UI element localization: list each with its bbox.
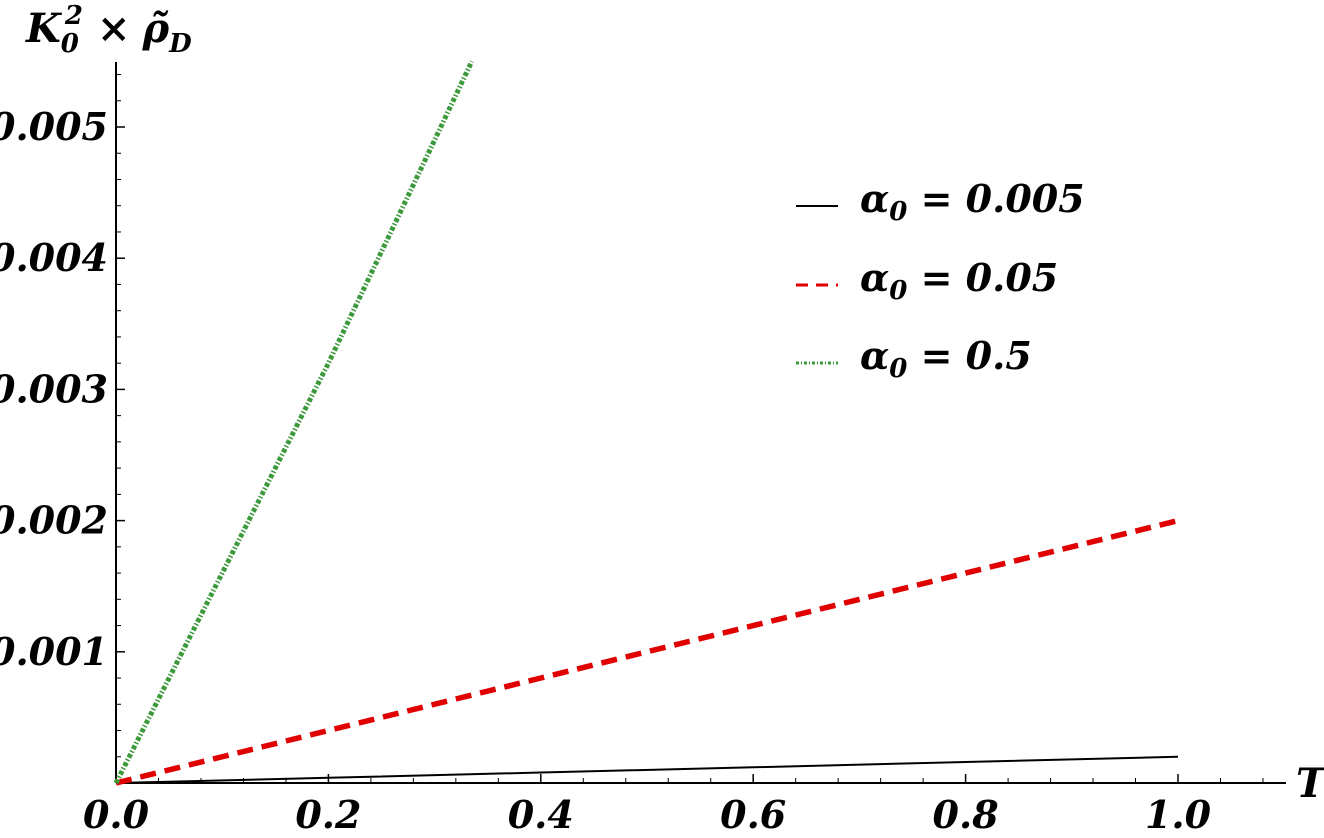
x-tick-label: 0.2 xyxy=(295,792,361,837)
series-line-1 xyxy=(115,755,1179,784)
legend-label-1: α0 = 0.005 xyxy=(860,176,1085,227)
y-axis-title-times: × xyxy=(97,5,131,52)
y-axis-title: K02 × ρ̃D xyxy=(25,1,192,59)
legend: α0 = 0.005 α0 = 0.05 α0 = 0.5 xyxy=(796,176,1085,384)
y-axis-title-rho: ρ̃ xyxy=(141,5,169,52)
x-axis-title: T xyxy=(1296,760,1324,807)
y-ticks: 0.001 0.002 0.003 0.004 0.005 xyxy=(0,74,125,758)
series-line-2 xyxy=(115,517,1179,786)
x-ticks: 0.0 0.2 0.4 0.6 0.8 1.0 xyxy=(83,774,1264,837)
series-line-3 xyxy=(113,60,475,785)
y-axis-title-sup: 2 xyxy=(64,1,83,31)
y-axis-title-rho-sub: D xyxy=(168,29,192,59)
y-tick-label: 0.001 xyxy=(0,629,108,674)
y-tick-label: 0.005 xyxy=(0,104,108,149)
x-tick-label: 0.8 xyxy=(933,792,999,837)
y-axis-title-base: K xyxy=(25,5,63,52)
legend-label-3: α0 = 0.5 xyxy=(860,333,1032,384)
y-tick-label: 0.004 xyxy=(0,235,108,280)
x-tick-label: 1.0 xyxy=(1145,792,1212,837)
y-tick-label: 0.003 xyxy=(0,366,108,411)
axes xyxy=(115,62,1286,784)
x-tick-label: 0.6 xyxy=(720,792,786,837)
x-tick-label: 0.4 xyxy=(508,792,574,837)
y-tick-label: 0.002 xyxy=(0,498,108,543)
y-axis-title-sub: 0 xyxy=(61,29,79,59)
x-tick-label: 0.0 xyxy=(83,792,150,837)
legend-label-2: α0 = 0.05 xyxy=(860,255,1058,306)
series-layer xyxy=(113,60,1179,786)
